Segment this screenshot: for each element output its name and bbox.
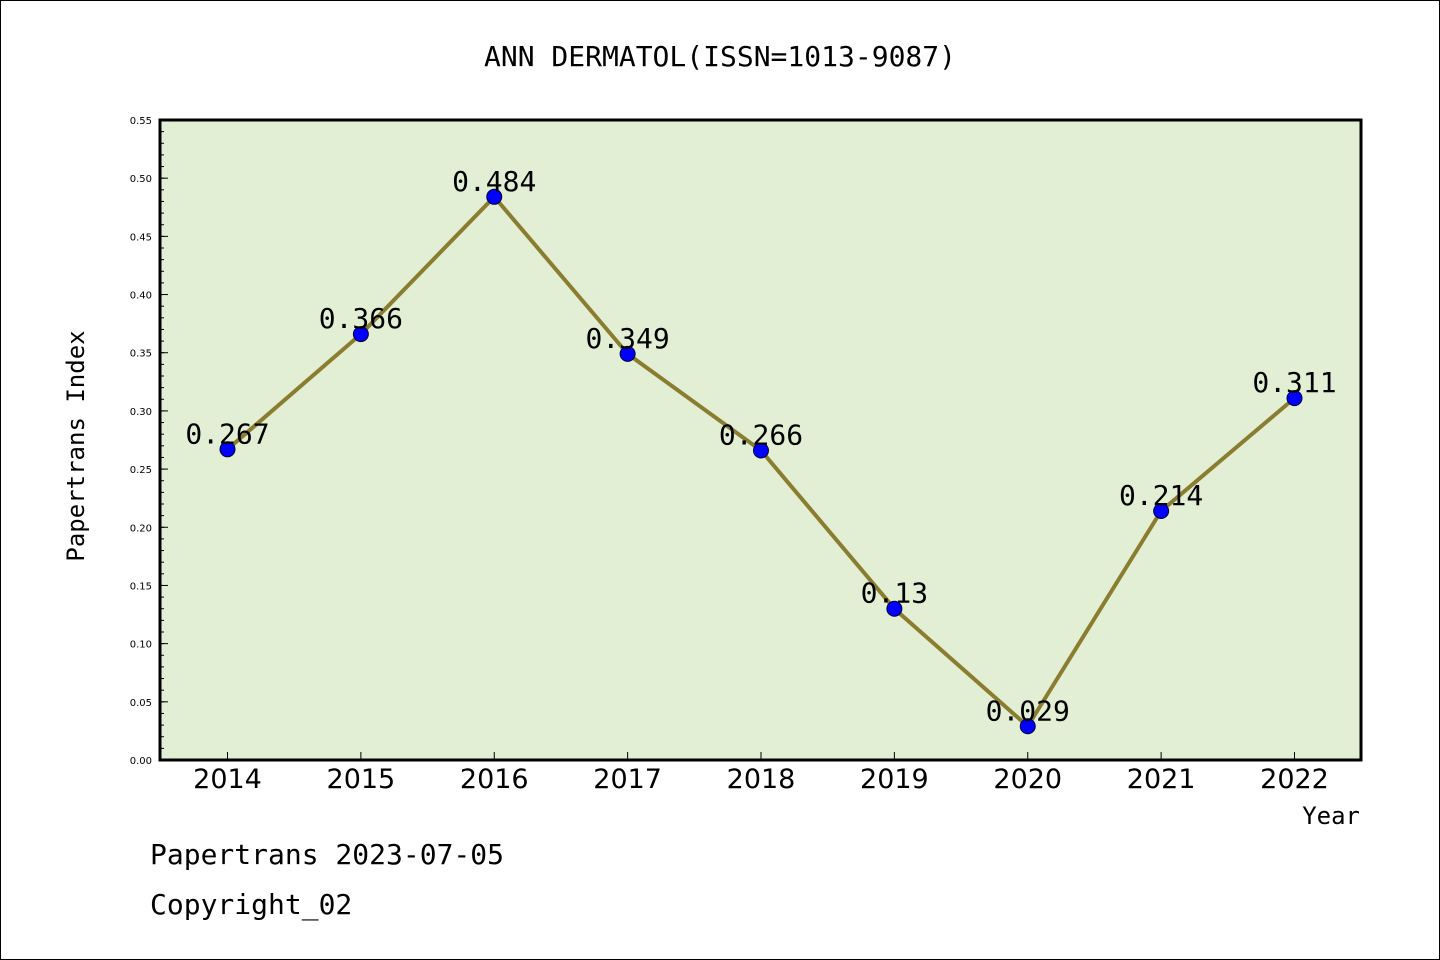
y-axis-label: Papertrans Index <box>62 330 90 561</box>
y-tick-label: 0.40 <box>130 291 152 302</box>
y-tick-label: 0.00 <box>130 756 152 767</box>
x-tick-label: 2017 <box>593 764 662 795</box>
y-tick-label: 0.35 <box>130 349 152 360</box>
data-point <box>753 442 769 459</box>
data-point <box>352 326 369 343</box>
x-tick-label: 2019 <box>860 764 929 795</box>
footer-date: Papertrans 2023-07-05 <box>150 838 504 871</box>
x-tick-label: 2018 <box>727 764 796 795</box>
y-tick-label: 0.10 <box>130 640 152 651</box>
y-axis-ticks: 0.00 0.05 0.10 0.15 0.20 0.25 0.30 0.35 0.40 0.45… <box>130 116 168 767</box>
data-label: 0.214 <box>1119 479 1203 512</box>
data-label: 0.029 <box>986 694 1070 727</box>
x-axis-label: Year <box>1302 802 1360 830</box>
x-tick-label: 2020 <box>993 764 1062 795</box>
plot-area <box>158 118 1363 762</box>
series-group: 0.267 0.366 0.484 0.349 0.266 0.13 0.029 0.214 0… <box>185 165 1337 735</box>
data-point <box>486 188 503 205</box>
x-tick-label: 2021 <box>1127 764 1196 795</box>
data-label: 0.484 <box>452 165 536 198</box>
data-point <box>1286 390 1303 407</box>
y-tick-label: 0.20 <box>130 523 152 534</box>
data-point <box>619 345 636 362</box>
y-tick-label: 0.15 <box>130 581 152 592</box>
data-point <box>219 441 236 458</box>
data-label: 0.311 <box>1252 366 1336 399</box>
data-label: 0.267 <box>185 417 269 450</box>
data-label: 0.349 <box>585 322 669 355</box>
y-tick-label: 0.05 <box>130 698 152 709</box>
data-label: 0.266 <box>719 418 803 451</box>
y-tick-label: 0.55 <box>130 116 152 127</box>
x-tick-label: 2022 <box>1260 764 1329 795</box>
data-label: 0.366 <box>319 302 403 335</box>
data-point <box>1153 502 1170 519</box>
y-tick-label: 0.45 <box>130 232 152 243</box>
y-tick-label: 0.30 <box>130 407 152 418</box>
x-tick-label: 2014 <box>193 764 262 795</box>
y-tick-label: 0.50 <box>130 174 152 185</box>
footer-copyright: Copyright_02 <box>150 888 352 922</box>
x-tick-label: 2016 <box>460 764 529 795</box>
x-axis-ticks: 2014 2015 2016 2017 2018 2019 2020 2021 2022 <box>193 752 1329 795</box>
y-tick-label: 0.25 <box>130 465 152 476</box>
data-point <box>886 600 903 617</box>
data-label: 0.13 <box>861 577 928 610</box>
x-tick-label: 2015 <box>327 764 396 795</box>
data-point <box>1019 718 1036 735</box>
chart-title: ANN DERMATOL(ISSN=1013-9087) <box>484 40 956 73</box>
